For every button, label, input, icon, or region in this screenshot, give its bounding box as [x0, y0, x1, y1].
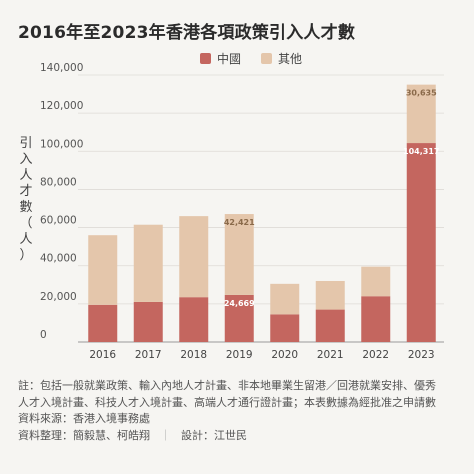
y-tick-label: 140,000 — [40, 62, 83, 74]
legend-swatch-other — [261, 53, 273, 64]
bar-china — [224, 294, 254, 342]
legend-swatch-china — [200, 53, 211, 64]
x-tick-label: 2017 — [135, 349, 162, 361]
y-axis-label-char: 人 — [19, 232, 33, 247]
x-tick-label: 2023 — [408, 349, 435, 361]
y-axis-label: 引入人才數（人） — [18, 136, 34, 264]
bar-other — [179, 216, 209, 298]
bar-other — [88, 235, 118, 305]
y-axis-label-char: ） — [19, 248, 33, 263]
x-tick-label: 2016 — [89, 349, 116, 361]
y-tick-label: 60,000 — [40, 215, 77, 227]
bar-other — [270, 283, 300, 315]
bar-other — [133, 224, 163, 302]
compiled-by: 資料整理：簡毅慧、柯皓翔 — [18, 428, 150, 442]
designed-by: 設計：江世民 — [181, 428, 247, 442]
bar-china — [406, 143, 436, 342]
bar-other — [361, 266, 391, 297]
y-tick-label: 20,000 — [40, 291, 77, 303]
y-axis-label-char: （ — [19, 216, 33, 231]
bar-china — [88, 304, 118, 342]
x-tick-label: 2019 — [226, 349, 253, 361]
y-tick-label: 0 — [40, 329, 47, 341]
y-tick-label: 100,000 — [40, 138, 83, 150]
y-axis-label-char: 入 — [19, 152, 33, 167]
bar-china — [270, 314, 300, 342]
data-label: 104,317 — [403, 147, 439, 156]
y-axis-label-char: 引 — [19, 136, 33, 151]
credits: 資料整理：簡毅慧、柯皓翔 ｜ 設計：江世民 — [18, 428, 458, 445]
y-axis-label-char: 才 — [19, 184, 33, 199]
bar-other — [224, 214, 254, 295]
x-tick-label: 2020 — [271, 349, 298, 361]
x-tick-label: 2022 — [362, 349, 389, 361]
y-tick-label: 80,000 — [40, 176, 77, 188]
legend-label-other: 其他 — [278, 52, 303, 66]
bar-other — [315, 280, 345, 310]
note-line-1: 註：包括一般就業政策、輸入內地人才計畫、非本地畢業生留港／回港就業安排、優秀 — [18, 379, 436, 392]
legend-label-china: 中國 — [217, 52, 242, 66]
legend: 中國 其他 — [200, 50, 322, 67]
x-tick-label: 2021 — [317, 349, 344, 361]
notes: 註：包括一般就業政策、輸入內地人才計畫、非本地畢業生留港／回港就業安排、優秀 人… — [18, 378, 458, 444]
note-line-2: 人才入境計畫、科技人才入境計畫、高端人才通行證計畫；本表數據為經批准之申請數 — [18, 395, 436, 409]
x-tick-label: 2018 — [180, 349, 207, 361]
credits-separator: ｜ — [160, 428, 171, 442]
chart-title: 2016年至2023年香港各項政策引入人才數 — [18, 23, 356, 43]
legend-item-other: 其他 — [261, 50, 302, 67]
data-label: 42,421 — [224, 218, 255, 227]
bar-china — [361, 296, 391, 342]
source-note: 資料來源：香港入境事務處 — [18, 412, 150, 425]
data-label: 24,669 — [224, 299, 255, 308]
bar-other — [406, 84, 436, 144]
bar-china — [133, 301, 163, 342]
y-axis-label-char: 數 — [19, 200, 33, 215]
bar-china — [179, 297, 209, 342]
data-label: 30,635 — [406, 89, 437, 98]
bar-china — [315, 309, 345, 342]
legend-item-china: 中國 — [200, 50, 241, 67]
y-axis-label-char: 人 — [19, 168, 33, 183]
y-tick-label: 120,000 — [40, 100, 83, 112]
y-tick-label: 40,000 — [40, 253, 77, 265]
